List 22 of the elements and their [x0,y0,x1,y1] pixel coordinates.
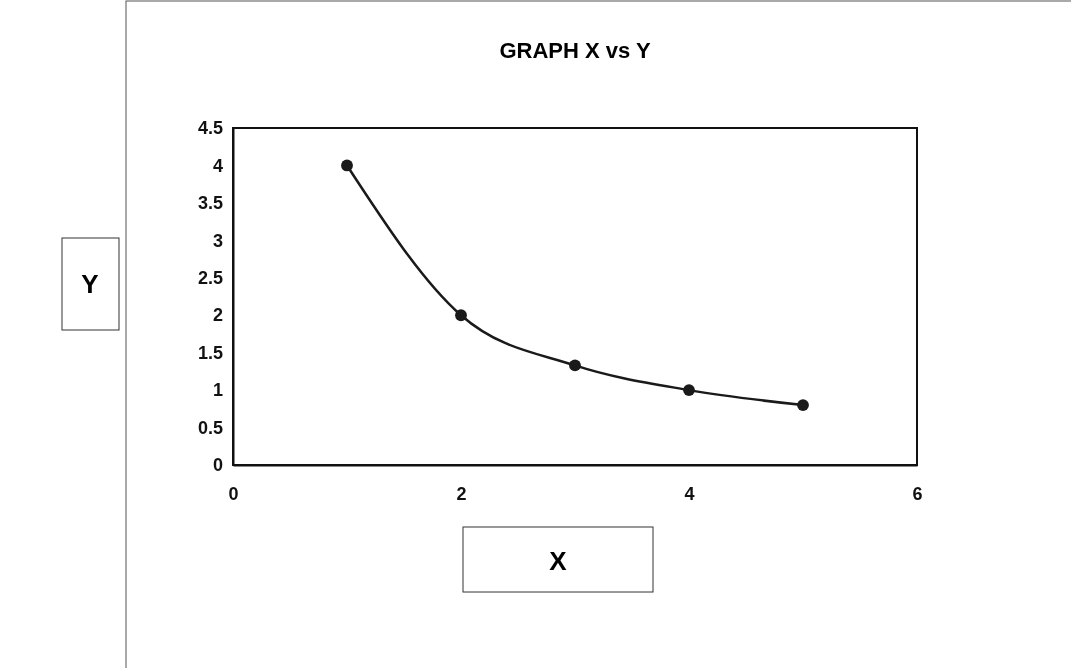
point [683,384,695,397]
point [569,359,581,372]
y-tick-label: 3.5 [197,193,223,214]
y-axis-title: Y [81,269,99,299]
y-tick-label: 0.5 [197,417,223,438]
y-tick-label: 0 [212,455,223,476]
x-tick-label: 2 [456,483,467,504]
y-tick-label: 3 [212,230,223,251]
point [797,399,809,411]
x-tick-label: 4 [684,483,695,504]
y-tick-label: 1 [212,380,223,401]
x-tick-label: 6 [912,483,923,504]
y-tick-label: 2.5 [197,268,223,289]
y-tick-label: 4 [212,155,223,176]
y-tick-label: 4.5 [197,118,223,139]
point [341,159,353,172]
y-tick-label: 1.5 [197,342,223,363]
y-tick-label: 2 [212,305,223,326]
x-tick-label: 0 [228,483,239,504]
point [455,309,467,322]
x-axis-title: X [549,546,568,576]
chart-title: GRAPH X vs Y [499,38,651,63]
